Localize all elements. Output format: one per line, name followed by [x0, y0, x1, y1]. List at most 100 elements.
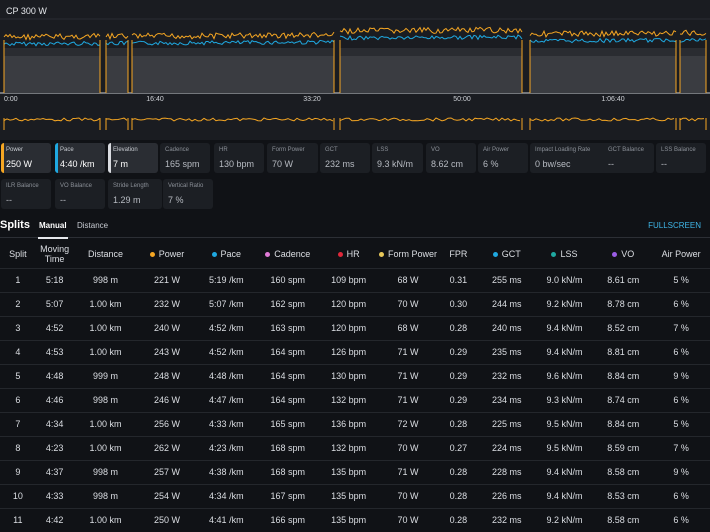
- table-cell: 168 spm: [256, 459, 320, 484]
- column-header-power[interactable]: Power: [138, 240, 197, 268]
- x-axis-tick-label: 50:00: [453, 96, 471, 103]
- table-cell: 999 m: [73, 363, 138, 388]
- column-header-label: Moving Time: [40, 243, 70, 264]
- table-row[interactable]: 8 4:23 1.00 km 262 W 4:23 /km 168 spm 132 bpm 7…: [0, 435, 710, 460]
- column-header-hr[interactable]: HR: [319, 240, 378, 268]
- table-cell: 4:41 /km: [196, 507, 257, 532]
- table-cell: 11: [0, 507, 36, 532]
- metric-tile-stride-length[interactable]: Stride Length 1.29 m: [108, 179, 162, 209]
- table-row[interactable]: 5 4:48 999 m 248 W 4:48 /km 164 spm 130 bpm 71 …: [0, 363, 710, 388]
- table-cell: 136 bpm: [319, 411, 379, 436]
- metric-value: 8.62 cm: [431, 159, 464, 169]
- tab-distance[interactable]: Distance: [77, 221, 109, 230]
- column-header-form-power[interactable]: Form Power: [378, 240, 438, 268]
- column-header-pace[interactable]: Pace: [196, 240, 256, 268]
- table-cell: 8.53 cm: [594, 483, 653, 508]
- table-cell: 8.58 cm: [594, 459, 653, 484]
- main-chart[interactable]: [0, 0, 710, 110]
- table-cell: 120 bpm: [319, 315, 379, 340]
- overview-chart[interactable]: [0, 110, 710, 140]
- pace-trace: [131, 39, 335, 46]
- table-cell: 6 %: [652, 291, 710, 316]
- column-header-cadence[interactable]: Cadence: [256, 240, 319, 268]
- table-cell: 254 W: [137, 483, 197, 508]
- x-axis-tick-label: 1:06:40: [601, 96, 625, 103]
- column-header-lss[interactable]: LSS: [535, 240, 595, 268]
- table-cell: 70 W: [378, 435, 438, 460]
- metric-tile-ilr-balance[interactable]: ILR Balance --: [1, 179, 51, 209]
- column-header-label: Power: [158, 248, 185, 259]
- metric-tile-vo-balance[interactable]: VO Balance --: [55, 179, 105, 209]
- table-cell: 135 bpm: [319, 507, 379, 532]
- table-cell: 3: [0, 315, 36, 340]
- table-cell: 0.29: [437, 363, 479, 388]
- metric-tile-vertical-ratio[interactable]: Vertical Ratio 7 %: [163, 179, 213, 209]
- table-cell: 6: [0, 387, 36, 412]
- table-row[interactable]: 2 5:07 1.00 km 232 W 5:07 /km 162 spm 120 bpm 7…: [0, 291, 710, 316]
- column-header-distance[interactable]: Distance: [74, 240, 138, 268]
- metric-value: 70 W: [272, 159, 294, 169]
- table-cell: 4:37: [35, 459, 74, 484]
- column-header-moving-time[interactable]: Moving Time: [36, 240, 74, 268]
- elevation-area: [106, 56, 128, 93]
- table-cell: 257 W: [137, 459, 197, 484]
- column-header-label: Air Power: [661, 248, 701, 259]
- metric-tile-vo[interactable]: VO 8.62 cm: [426, 143, 476, 173]
- table-cell: 0.28: [437, 507, 479, 532]
- metric-value: 7 m: [113, 159, 129, 169]
- metric-tile-cadence[interactable]: Cadence 165 spm: [160, 143, 210, 173]
- metric-tile-lss[interactable]: LSS 9.3 kN/m: [372, 143, 423, 173]
- metric-tile-pace[interactable]: Pace 4:40 /km: [55, 143, 105, 173]
- column-header-fpr[interactable]: FPR: [438, 240, 479, 268]
- table-cell: 4:47 /km: [196, 387, 257, 412]
- table-row[interactable]: 10 4:33 998 m 254 W 4:34 /km 167 spm 135 bpm 70…: [0, 483, 710, 508]
- table-cell: 4:52 /km: [196, 315, 257, 340]
- cp-label: CP 300 W: [6, 6, 47, 16]
- metric-label: Cadence: [165, 147, 190, 153]
- column-header-label: Pace: [220, 248, 242, 259]
- table-cell: 0.29: [437, 339, 479, 364]
- metric-tile-hr[interactable]: HR 130 bpm: [214, 143, 264, 173]
- table-row[interactable]: 3 4:52 1.00 km 240 W 4:52 /km 163 spm 120 bpm 6…: [0, 315, 710, 340]
- column-header-split[interactable]: Split: [0, 240, 36, 268]
- metric-tile-air-power[interactable]: Air Power 6 %: [478, 143, 528, 173]
- table-cell: 250 W: [137, 507, 197, 532]
- table-row[interactable]: 7 4:34 1.00 km 256 W 4:33 /km 165 spm 136 bpm 7…: [0, 411, 710, 436]
- table-cell: 1.00 km: [73, 507, 138, 532]
- table-row[interactable]: 1 5:18 998 m 221 W 5:19 /km 160 spm 109 bpm 68 …: [0, 267, 710, 292]
- metric-label: ILR Balance: [6, 183, 39, 189]
- metric-tile-power[interactable]: Power 250 W: [1, 143, 51, 173]
- table-row[interactable]: 6 4:46 998 m 246 W 4:47 /km 164 spm 132 bpm 71 …: [0, 387, 710, 412]
- metric-tile-gct-balance[interactable]: GCT Balance --: [603, 143, 654, 173]
- legend-dot-icon: [337, 251, 343, 257]
- legend-dot-icon: [612, 251, 618, 257]
- metric-value: 232 ms: [325, 159, 355, 169]
- column-header-air-power[interactable]: Air Power: [652, 240, 710, 268]
- column-header-gct[interactable]: GCT: [479, 240, 535, 268]
- metric-tile-elevation[interactable]: Elevation 7 m: [108, 143, 158, 173]
- metric-value: 4:40 /km: [60, 159, 95, 169]
- table-cell: 232 W: [137, 291, 197, 316]
- activity-chart[interactable]: CP 300 W 0:00 16:40 33:20 50:00 1:06:40: [0, 0, 710, 140]
- metric-tile-form-power[interactable]: Form Power 70 W: [267, 143, 318, 173]
- table-cell: 4: [0, 339, 36, 364]
- table-cell: 4:23 /km: [196, 435, 257, 460]
- column-header-vo[interactable]: VO: [594, 240, 652, 268]
- table-cell: 234 ms: [478, 387, 535, 412]
- table-cell: 8.78 cm: [594, 291, 653, 316]
- metric-tile-lss-balance[interactable]: LSS Balance --: [656, 143, 706, 173]
- power-trace: [105, 32, 129, 41]
- table-row[interactable]: 11 4:42 1.00 km 250 W 4:41 /km 166 spm 135 bpm…: [0, 507, 710, 532]
- table-cell: 7 %: [652, 315, 710, 340]
- table-cell: 4:34 /km: [196, 483, 257, 508]
- table-cell: 0.31: [437, 267, 479, 292]
- tab-manual[interactable]: Manual: [39, 221, 67, 230]
- table-row[interactable]: 9 4:37 998 m 257 W 4:38 /km 168 spm 135 bpm 71 …: [0, 459, 710, 484]
- metric-label: GCT: [325, 147, 338, 153]
- metric-label: VO Balance: [60, 183, 93, 189]
- fullscreen-button[interactable]: FULLSCREEN: [648, 221, 701, 230]
- table-cell: 160 spm: [256, 267, 320, 292]
- table-cell: 4:48: [35, 363, 74, 388]
- metric-tile-gct[interactable]: GCT 232 ms: [320, 143, 370, 173]
- table-row[interactable]: 4 4:53 1.00 km 243 W 4:52 /km 164 spm 126 bpm 7…: [0, 339, 710, 364]
